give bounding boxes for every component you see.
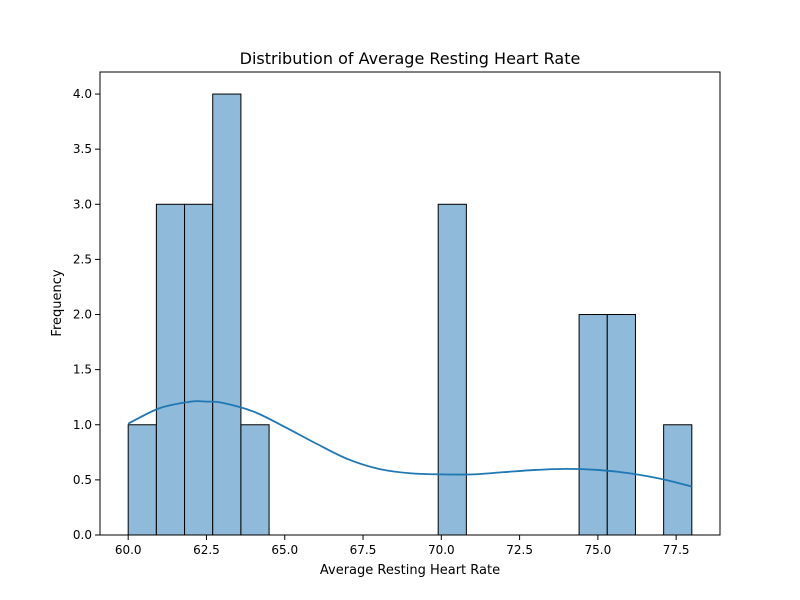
x-tick-label: 72.5 [506, 543, 533, 557]
histogram-bar-4 [240, 424, 270, 536]
kde-line [127, 400, 693, 488]
histogram-bar-1 [155, 203, 186, 536]
bars-layer [127, 93, 693, 536]
histogram-bar-0 [127, 424, 157, 536]
chart-title: Distribution of Average Resting Heart Ra… [240, 49, 581, 68]
y-tick-label: 2.5 [73, 252, 92, 266]
y-tick-label: 3.0 [73, 197, 92, 211]
y-tick-label: 3.5 [73, 142, 92, 156]
x-tick-label: 77.5 [663, 543, 690, 557]
y-axis-label: Frequency [50, 269, 65, 336]
y-tick-label: 1.5 [73, 363, 92, 377]
x-tick-label: 65.0 [271, 543, 298, 557]
x-tick-label: 67.5 [350, 543, 377, 557]
x-axis-label: Average Resting Heart Rate [320, 563, 500, 578]
histogram-bar-6 [578, 314, 608, 536]
histogram-bar-7 [606, 314, 636, 536]
x-tick-label: 60.0 [115, 543, 142, 557]
x-tick-label: 75.0 [585, 543, 612, 557]
y-tick-label: 0.0 [73, 528, 92, 542]
y-tick-label: 1.0 [73, 418, 92, 432]
y-tick-label: 2.0 [73, 308, 92, 322]
histogram-bar-5 [437, 203, 467, 536]
x-tick-label: 70.0 [428, 543, 455, 557]
y-axis-ticks: 0.0 0.5 1.0 1.5 2.0 2.5 3.0 3.5 4.0 [73, 87, 100, 542]
histogram-bar-3 [212, 93, 242, 536]
x-axis-ticks: 60.0 62.5 65.0 67.5 70.0 72.5 75.0 77.5 [115, 535, 690, 557]
x-tick-label: 62.5 [193, 543, 220, 557]
y-tick-label: 4.0 [73, 87, 92, 101]
plot-frame [99, 71, 721, 536]
histogram-bar-2 [184, 203, 214, 536]
y-tick-label: 0.5 [73, 473, 92, 487]
